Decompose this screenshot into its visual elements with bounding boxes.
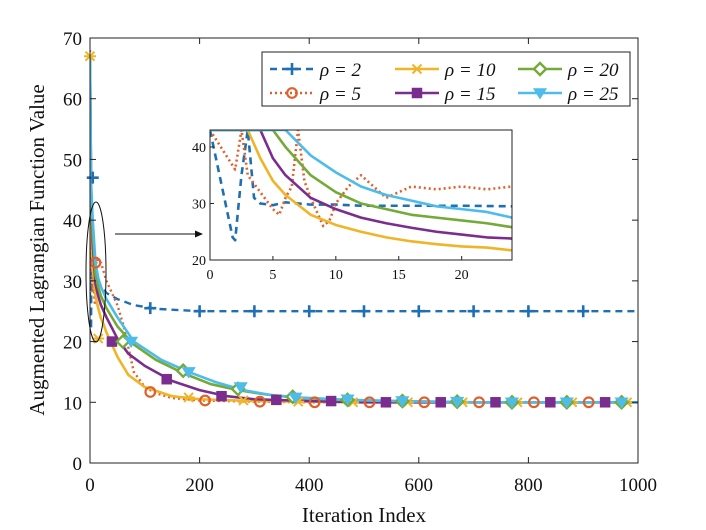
y-tick-label: 10 [63, 393, 82, 414]
inset-x-tick-label: 15 [392, 268, 406, 283]
data-point-rho-2 [144, 302, 157, 315]
data-point-rho-2 [86, 171, 99, 184]
data-point-rho-10 [182, 392, 195, 403]
data-point-rho-15 [435, 397, 446, 408]
legend-label-rho-2: ρ = 2 [319, 60, 361, 81]
legend-marker-rho-20 [532, 61, 548, 77]
data-point-rho-25 [450, 396, 465, 409]
data-point-rho-2 [358, 305, 370, 318]
data-point-rho-2 [193, 305, 206, 318]
legend-marker-rho-15 [411, 87, 423, 99]
y-tick-label: 0 [73, 454, 83, 475]
inset-series-line-rho-10 [210, 130, 512, 252]
legend-label-rho-5: ρ = 5 [319, 84, 361, 105]
data-point-rho-2 [522, 305, 535, 318]
plot-area-frame [89, 37, 639, 464]
legend-marker-rho-5 [286, 87, 298, 99]
inset-y-tick-label: 30 [192, 197, 206, 212]
data-point-rho-15 [545, 397, 556, 408]
data-point-rho-5 [473, 396, 485, 409]
data-point-rho-15 [380, 397, 392, 408]
legend-label-rho-10: ρ = 10 [444, 60, 496, 81]
inset-series-line-rho-25 [210, 130, 512, 219]
series-line-rho-25 [90, 56, 638, 404]
y-tick-label: 70 [63, 29, 82, 50]
data-point-rho-15 [106, 336, 118, 347]
data-point-rho-25 [288, 392, 303, 404]
data-point-rho-2 [303, 305, 316, 318]
data-point-rho-10 [237, 395, 250, 406]
inset-series-line-rho-15 [210, 130, 512, 240]
data-point-rho-25 [233, 382, 248, 394]
legend-marker-rho-2 [286, 63, 298, 75]
y-tick-label: 40 [63, 211, 82, 232]
inset-series-line-rho-2 [210, 130, 512, 242]
data-point-rho-25 [124, 336, 139, 349]
legend-label-rho-15: ρ = 15 [444, 84, 495, 105]
data-point-rho-5 [418, 396, 431, 409]
x-tick-label: 600 [405, 475, 434, 496]
data-point-rho-15 [161, 373, 172, 385]
zoom-ellipse [85, 201, 107, 343]
inset-x-tick-label: 10 [329, 268, 343, 283]
inset-frame [209, 129, 513, 261]
data-point-rho-5 [253, 395, 266, 408]
data-point-rho-2 [467, 305, 480, 318]
data-point-rho-5 [363, 396, 376, 409]
data-point-rho-15 [271, 394, 282, 406]
legend-label-rho-25: ρ = 25 [567, 84, 618, 105]
y-tick-label: 20 [63, 333, 82, 354]
legend-marker-rho-10 [411, 63, 423, 75]
data-point-rho-25 [614, 397, 629, 409]
data-point-rho-15 [216, 390, 227, 402]
legend-box [261, 51, 631, 107]
data-point-rho-25 [181, 367, 196, 379]
x-tick-label: 200 [185, 475, 214, 496]
x-axis-title: Iteration Index [302, 503, 427, 527]
data-point-rho-2 [248, 305, 261, 318]
legend-marker-rho-25 [532, 88, 548, 100]
x-tick-label: 400 [295, 475, 324, 496]
x-tick-label: 0 [85, 475, 95, 496]
data-point-rho-5 [527, 396, 540, 409]
data-point-rho-25 [340, 394, 355, 406]
legend-label-rho-20: ρ = 20 [567, 60, 619, 81]
data-point-rho-5 [582, 396, 595, 409]
x-tick-label: 800 [514, 475, 543, 496]
inset-background [210, 130, 512, 260]
inset-x-tick-label: 0 [207, 268, 214, 283]
inset-y-tick-label: 40 [192, 141, 206, 156]
data-point-rho-5 [144, 386, 157, 398]
y-tick-label: 30 [63, 272, 82, 293]
data-point-rho-5 [89, 256, 102, 269]
zoom-arrow-head [195, 230, 203, 238]
data-point-rho-15 [490, 397, 501, 408]
x-tick-label: 1000 [619, 475, 657, 496]
data-point-rho-5 [308, 396, 321, 409]
y-axis-title: Augmented Lagrangian Function Value [25, 84, 49, 415]
data-point-rho-2 [412, 305, 425, 318]
y-tick-label: 60 [63, 90, 82, 111]
inset-x-tick-label: 20 [455, 268, 469, 283]
data-point-rho-25 [395, 396, 410, 408]
inset-y-tick-label: 20 [192, 254, 206, 269]
data-point-rho-5 [199, 394, 211, 407]
inset-series-line-rho-5 [210, 130, 512, 228]
inset-x-tick-label: 5 [269, 268, 276, 283]
data-point-rho-15 [599, 397, 611, 408]
data-point-rho-15 [325, 395, 337, 407]
y-tick-label: 50 [63, 150, 82, 171]
data-point-rho-25 [559, 397, 574, 409]
data-point-rho-2 [577, 305, 590, 318]
data-point-rho-25 [504, 397, 520, 409]
inset-series-line-rho-20 [210, 130, 512, 229]
